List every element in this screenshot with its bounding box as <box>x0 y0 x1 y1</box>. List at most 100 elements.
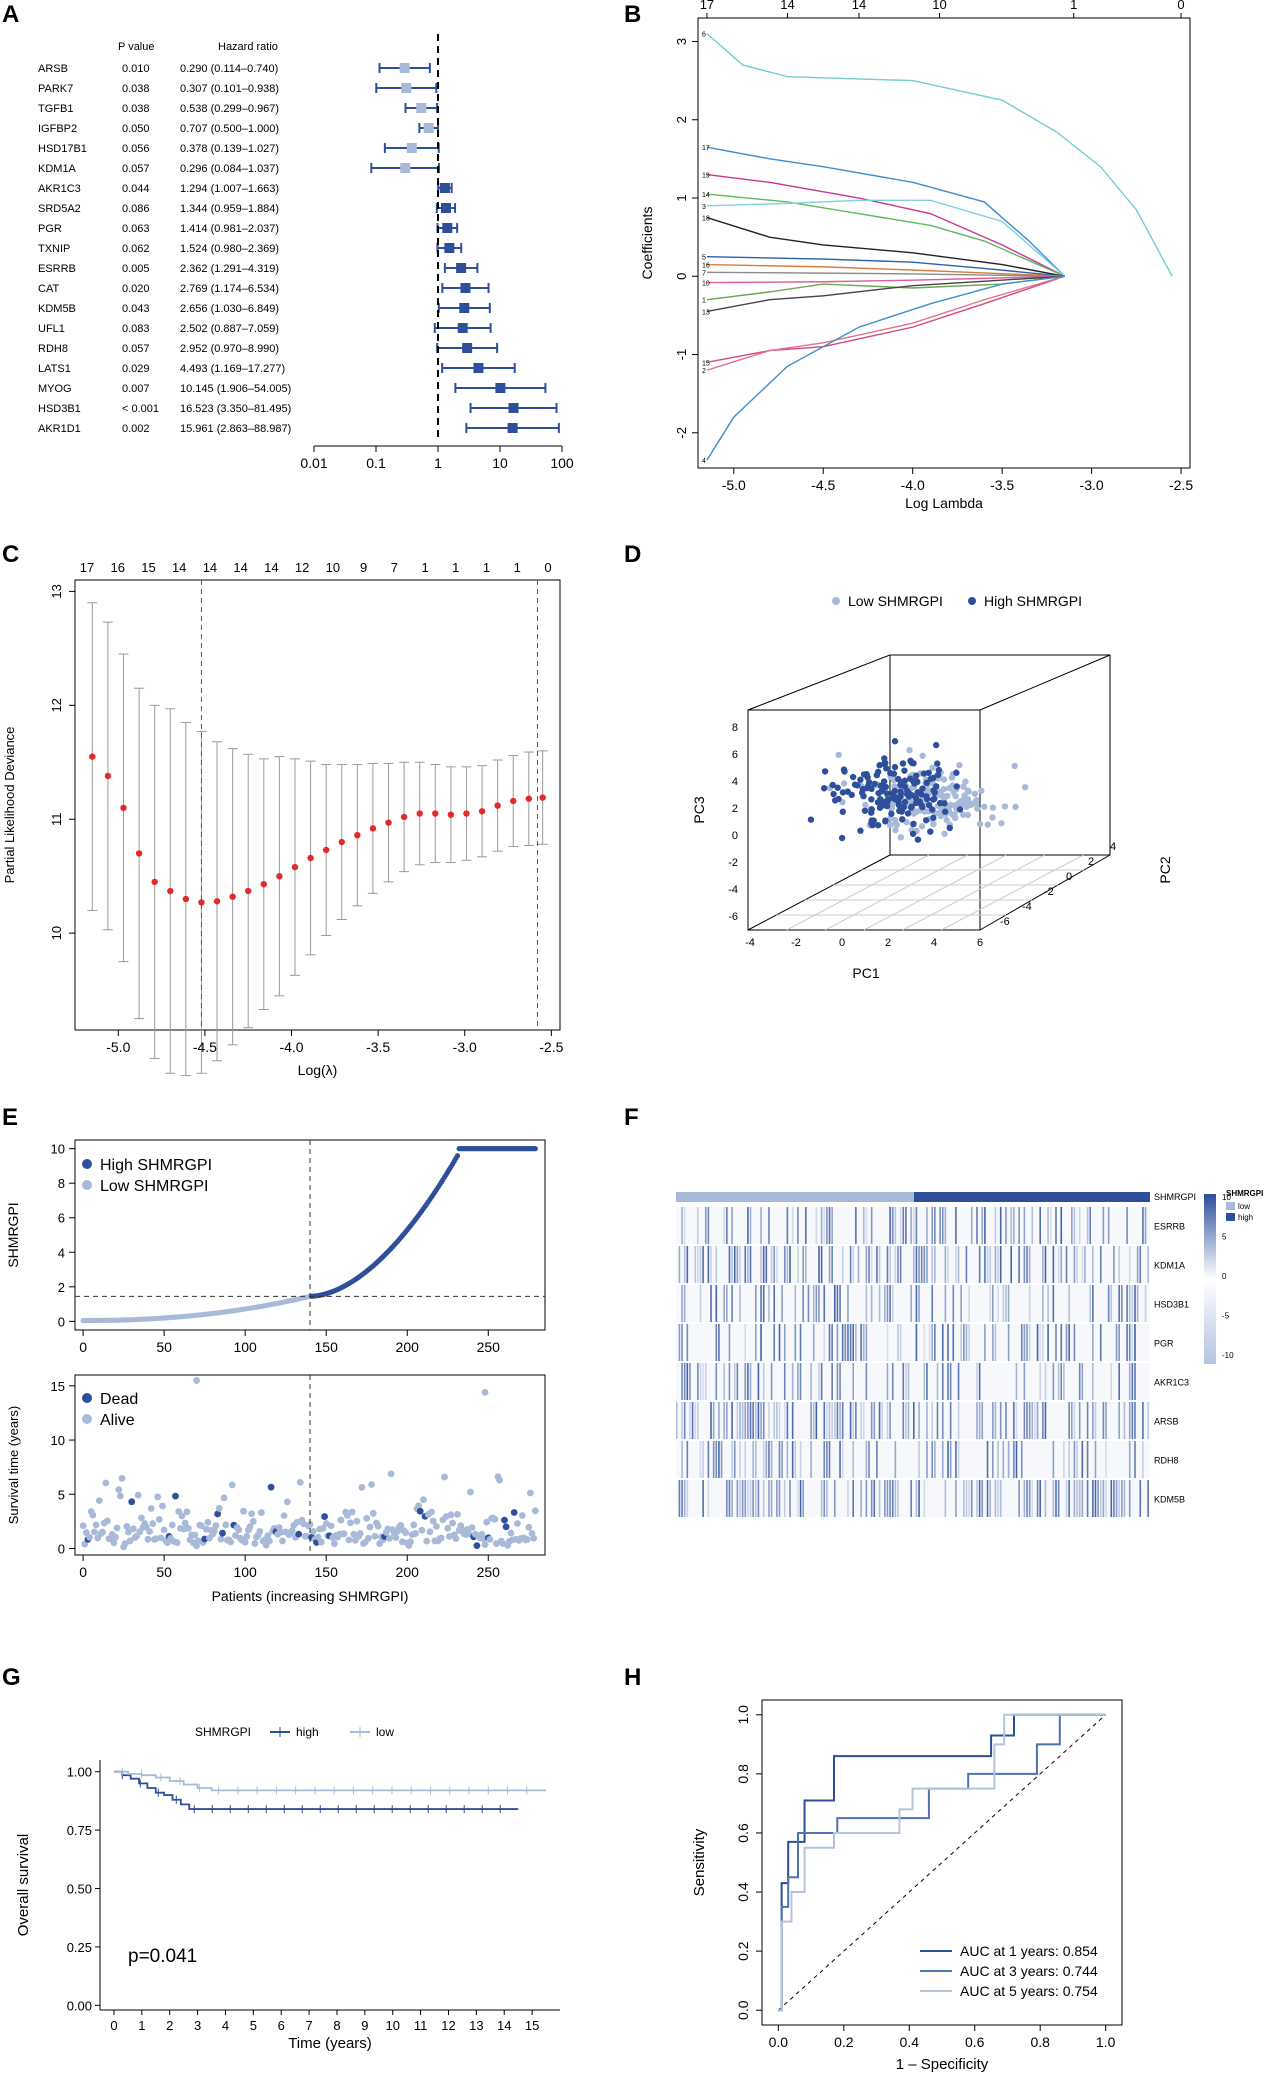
heatmap-cell <box>984 1246 986 1283</box>
heatmap-cell <box>870 1402 873 1439</box>
heatmap-cell <box>841 1441 844 1478</box>
heatmap-cell <box>1118 1480 1120 1517</box>
y-tick-label: 4 <box>58 1245 65 1260</box>
alive-point <box>371 1532 379 1540</box>
heatmap-cell <box>891 1285 894 1322</box>
x-axis-title: Log Lambda <box>905 495 983 511</box>
dead-point <box>295 1530 303 1538</box>
y-tick-label: 12 <box>49 698 64 712</box>
gene-label: IGFBP2 <box>38 123 77 135</box>
alive-point <box>243 1533 251 1540</box>
alive-point <box>178 1512 186 1520</box>
pca-point-low <box>1012 803 1019 811</box>
heatmap-cell <box>1042 1285 1044 1322</box>
pca-point-high <box>821 768 829 775</box>
heatmap-cell <box>739 1441 741 1478</box>
heatmap-cell <box>947 1246 949 1283</box>
heatmap-cell <box>1023 1480 1026 1517</box>
row-label: KDM5B <box>1154 1495 1185 1505</box>
heatmap-cell <box>852 1441 855 1478</box>
heatmap-cell <box>1094 1402 1097 1439</box>
heatmap-cell <box>789 1246 791 1283</box>
x-axis-title: 1 – Specificity <box>896 2056 989 2073</box>
pca-point-high <box>909 830 917 837</box>
alive-point <box>116 1492 124 1500</box>
x-axis-title: Time (years) <box>288 2035 372 2052</box>
deviance-point <box>120 804 127 812</box>
pca-point-high <box>865 782 872 789</box>
heatmap-cell <box>733 1246 736 1283</box>
top-tick-label: 12 <box>295 560 309 575</box>
heatmap-cell <box>1039 1324 1041 1361</box>
y-tick-label: 5 <box>58 1487 65 1502</box>
alive-point <box>112 1533 119 1541</box>
gene-label: HSD3B1 <box>38 403 81 415</box>
pca-point-low <box>835 751 842 759</box>
top-tick-label: 1 <box>514 560 521 575</box>
dead-point <box>267 1483 275 1491</box>
group-bar-low <box>676 1192 914 1202</box>
km-curve <box>113 1770 519 1810</box>
legend-label-high: High SHMRGPI <box>984 593 1082 609</box>
heatmap-cell <box>841 1246 844 1283</box>
heatmap-cell <box>926 1207 928 1244</box>
heatmap-cell <box>884 1480 886 1517</box>
heatmap-cell <box>704 1207 707 1244</box>
legend-marker-high <box>82 1159 92 1169</box>
heatmap-cell <box>707 1480 710 1517</box>
pca-point-low <box>892 819 899 826</box>
heatmap-cell <box>844 1324 847 1361</box>
heatmap-cell <box>694 1246 697 1283</box>
pca-point-high <box>907 757 914 765</box>
legend-label-low: low <box>376 1725 394 1739</box>
x-tick-label: 8 <box>333 2018 340 2033</box>
x-tick-label: -4.5 <box>811 477 835 493</box>
legend-marker-high <box>968 597 976 605</box>
hazard-ratio-text: 4.493 (1.169–17.277) <box>180 363 285 375</box>
y-tick-label: 0.00 <box>67 1998 92 2013</box>
heatmap-cell <box>1076 1480 1078 1517</box>
heatmap-cell <box>791 1441 794 1478</box>
heatmap-cell <box>997 1480 999 1517</box>
heatmap-cell <box>941 1207 944 1244</box>
heatmap-cell <box>999 1246 1002 1283</box>
heatmap-cell <box>862 1324 865 1361</box>
heatmap-cell <box>1136 1285 1139 1322</box>
heatmap-cell <box>755 1324 757 1361</box>
hazard-ratio-text: 0.378 (0.139–1.027) <box>180 143 279 155</box>
heatmap-cell <box>1144 1285 1147 1322</box>
alive-point <box>496 1476 504 1484</box>
heatmap-cell <box>799 1363 802 1400</box>
heatmap-cell <box>1102 1402 1105 1439</box>
top-tick-label: 14 <box>264 560 278 575</box>
heatmap-cell <box>1039 1363 1041 1400</box>
pca-point-low <box>906 747 913 754</box>
x-tick-label: 6 <box>977 937 983 949</box>
heatmap-cell <box>823 1324 826 1361</box>
x-tick-label: -4.0 <box>279 1039 303 1055</box>
row-label: HSD3B1 <box>1154 1300 1189 1310</box>
alive-point <box>317 1538 325 1546</box>
pca-point-low <box>941 793 949 800</box>
heatmap-cell <box>865 1246 868 1283</box>
heatmap-cell <box>905 1363 907 1400</box>
heatmap-cell <box>744 1441 747 1478</box>
deviance-point <box>135 850 143 857</box>
x-tick-label: 250 <box>477 1564 501 1580</box>
heatmap-cell <box>762 1285 765 1322</box>
heatmap-cell <box>820 1363 823 1400</box>
heatmap-row <box>676 1285 1150 1322</box>
hazard-ratio-text: 0.290 (0.114–0.740) <box>180 63 278 75</box>
pca-point-high <box>807 816 815 823</box>
pca-point-low <box>913 808 920 816</box>
coef-path <box>706 275 1065 461</box>
heatmap-cell <box>891 1363 894 1400</box>
heatmap-cell <box>923 1480 926 1517</box>
alive-point <box>523 1536 531 1543</box>
heatmap-cell <box>915 1480 918 1517</box>
heatmap-cell <box>976 1207 978 1244</box>
heatmap-cell <box>913 1246 915 1283</box>
heatmap-cell <box>955 1207 957 1244</box>
heatmap-cell <box>1134 1285 1136 1322</box>
heatmap-cell <box>776 1246 778 1283</box>
